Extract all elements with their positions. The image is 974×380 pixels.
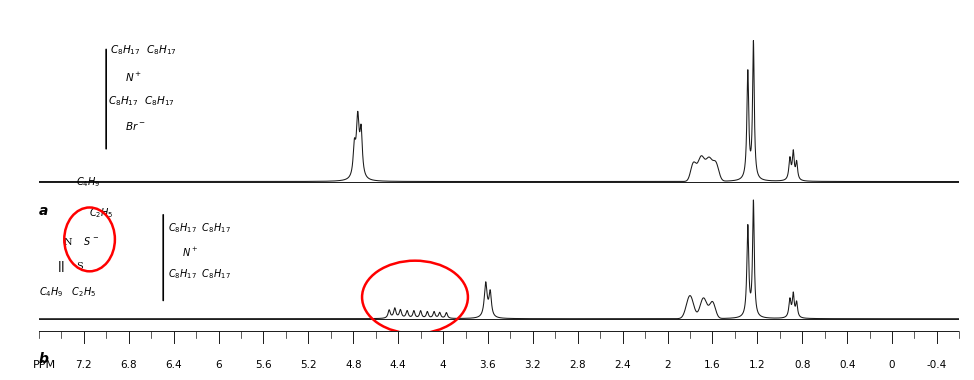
- Text: b: b: [39, 352, 49, 366]
- Text: 6.4: 6.4: [166, 360, 182, 370]
- Text: $C_8H_{17}$  $C_8H_{17}$: $C_8H_{17}$ $C_8H_{17}$: [108, 94, 174, 108]
- Text: $C_4H_9$: $C_4H_9$: [76, 176, 100, 189]
- Text: 6.8: 6.8: [121, 360, 137, 370]
- Text: $C_2H_5$: $C_2H_5$: [89, 206, 113, 220]
- Text: 5.6: 5.6: [255, 360, 272, 370]
- Text: $C_8H_{17}$  $C_8H_{17}$: $C_8H_{17}$ $C_8H_{17}$: [168, 267, 231, 280]
- Text: $N^+$: $N^+$: [125, 71, 142, 84]
- Text: $C_8H_{17}$  $C_8H_{17}$: $C_8H_{17}$ $C_8H_{17}$: [168, 221, 231, 235]
- Text: a: a: [39, 204, 49, 218]
- Text: N    $S^-$: N $S^-$: [63, 235, 99, 247]
- Text: 0: 0: [889, 360, 895, 370]
- Text: 4.8: 4.8: [345, 360, 361, 370]
- Text: 4: 4: [439, 360, 446, 370]
- Text: PPM: PPM: [33, 360, 56, 370]
- Text: $N^+$: $N^+$: [181, 245, 198, 258]
- Text: $C_8H_{17}$  $C_8H_{17}$: $C_8H_{17}$ $C_8H_{17}$: [110, 43, 176, 57]
- Text: 0.8: 0.8: [794, 360, 810, 370]
- Text: -0.4: -0.4: [927, 360, 947, 370]
- Text: $\bf{||}$    S: $\bf{||}$ S: [57, 259, 85, 274]
- Text: 3.2: 3.2: [525, 360, 542, 370]
- Text: 4.4: 4.4: [390, 360, 406, 370]
- Text: 1.2: 1.2: [749, 360, 766, 370]
- Text: 6: 6: [215, 360, 222, 370]
- Text: 7.2: 7.2: [76, 360, 93, 370]
- Text: 2: 2: [664, 360, 671, 370]
- Text: 2.8: 2.8: [570, 360, 586, 370]
- Text: $Br^-$: $Br^-$: [125, 120, 145, 132]
- Text: 5.2: 5.2: [300, 360, 317, 370]
- Text: 2.4: 2.4: [615, 360, 631, 370]
- Text: 3.6: 3.6: [479, 360, 497, 370]
- Text: 0.4: 0.4: [839, 360, 855, 370]
- Text: $C_4H_9$   $C_2H_5$: $C_4H_9$ $C_2H_5$: [39, 285, 96, 299]
- Text: 1.6: 1.6: [704, 360, 721, 370]
